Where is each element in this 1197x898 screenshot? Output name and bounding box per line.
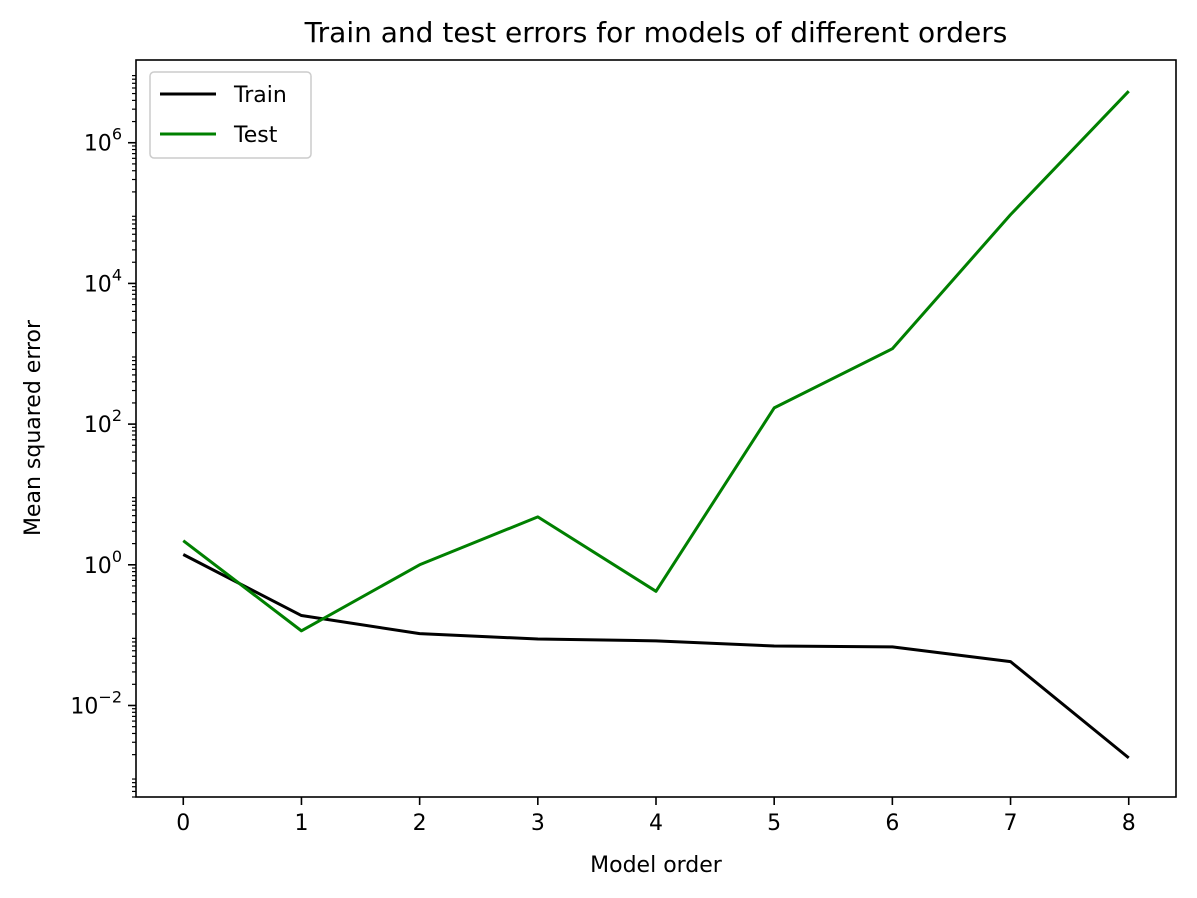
y-axis-label: Mean squared error <box>21 319 46 536</box>
x-tick-label: 1 <box>294 811 308 836</box>
y-tick-label: 10−2 <box>70 687 122 719</box>
y-tick-label: 106 <box>84 125 122 157</box>
chart-title: Train and test errors for models of diff… <box>304 16 1008 49</box>
x-tick-label: 2 <box>413 811 427 836</box>
y-tick-label: 102 <box>84 406 122 438</box>
y-axis: 10−2 100 102 104 106 <box>70 75 136 798</box>
y-tick-label: 104 <box>84 265 122 297</box>
y-tick-label: 100 <box>84 547 122 579</box>
series-line-train <box>182 553 1130 760</box>
plot-area <box>182 90 1130 760</box>
x-tick-label: 6 <box>885 811 899 836</box>
legend-label-test: Test <box>233 123 278 148</box>
legend-label-train: Train <box>233 83 287 108</box>
legend: Train Test <box>149 71 312 159</box>
x-axis-label: Model order <box>590 853 723 878</box>
series-line-test <box>182 90 1130 633</box>
x-tick-label: 8 <box>1122 811 1136 836</box>
x-tick-label: 7 <box>1004 811 1018 836</box>
x-tick-label: 0 <box>176 811 190 836</box>
x-tick-label: 5 <box>767 811 781 836</box>
x-tick-label: 4 <box>649 811 663 836</box>
x-tick-label: 3 <box>531 811 545 836</box>
x-axis: 0 1 2 3 4 5 6 7 8 <box>176 797 1136 836</box>
legend-box <box>149 71 312 159</box>
